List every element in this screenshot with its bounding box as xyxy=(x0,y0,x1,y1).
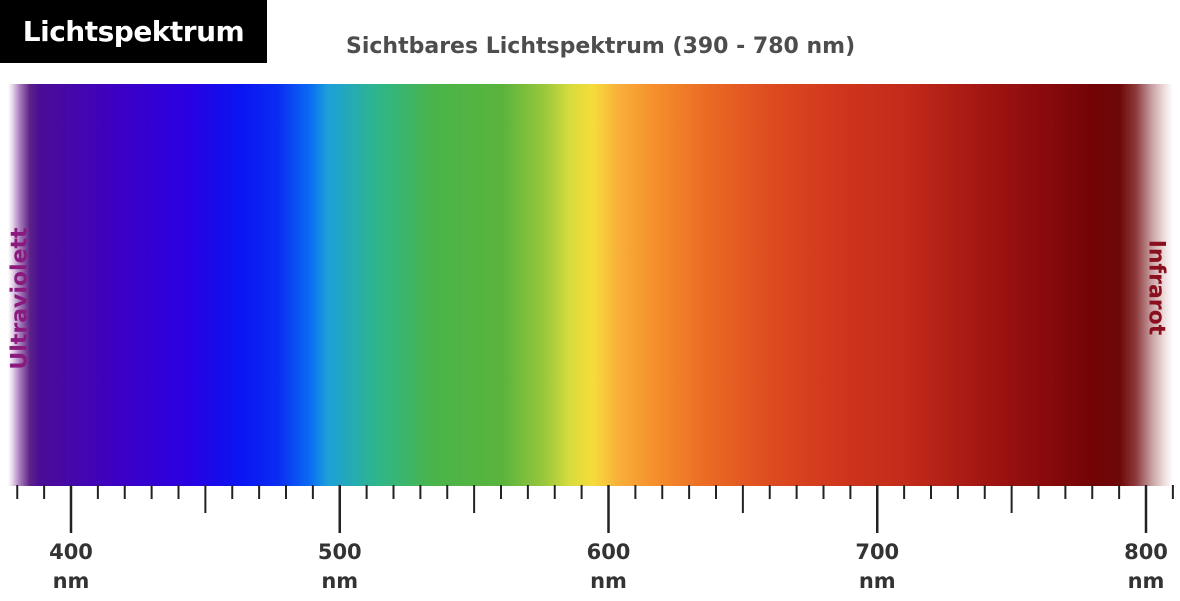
tick-unit: nm xyxy=(321,569,359,593)
tick-value: 400 xyxy=(49,540,93,564)
tick-unit: nm xyxy=(1127,569,1165,593)
diagram-title: Sichtbares Lichtspektrum (390 - 780 nm) xyxy=(346,34,856,59)
tick-label-800: 800 nm xyxy=(1111,538,1180,596)
tick-unit: nm xyxy=(590,569,627,593)
wavelength-axis xyxy=(16,485,1174,533)
tick-value: 500 xyxy=(317,540,362,564)
tick-unit: nm xyxy=(52,569,90,593)
tick-value: 700 xyxy=(855,540,900,564)
ultraviolet-label: Ultraviolett xyxy=(7,227,33,370)
tick-unit: nm xyxy=(858,569,896,593)
color-spectrum-band xyxy=(8,84,1173,486)
section-tag: Lichtspektrum xyxy=(0,0,267,63)
section-tag-label: Lichtspektrum xyxy=(22,15,245,48)
tick-label-700: 700 nm xyxy=(842,538,912,596)
tick-label-600: 600 nm xyxy=(574,538,644,596)
infrared-label: Infrarot xyxy=(1143,239,1169,336)
tick-value: 600 xyxy=(586,540,631,564)
tick-value: 800 xyxy=(1124,540,1168,564)
tick-label-500: 500 nm xyxy=(305,538,375,596)
tick-label-400: 400 nm xyxy=(36,538,106,596)
